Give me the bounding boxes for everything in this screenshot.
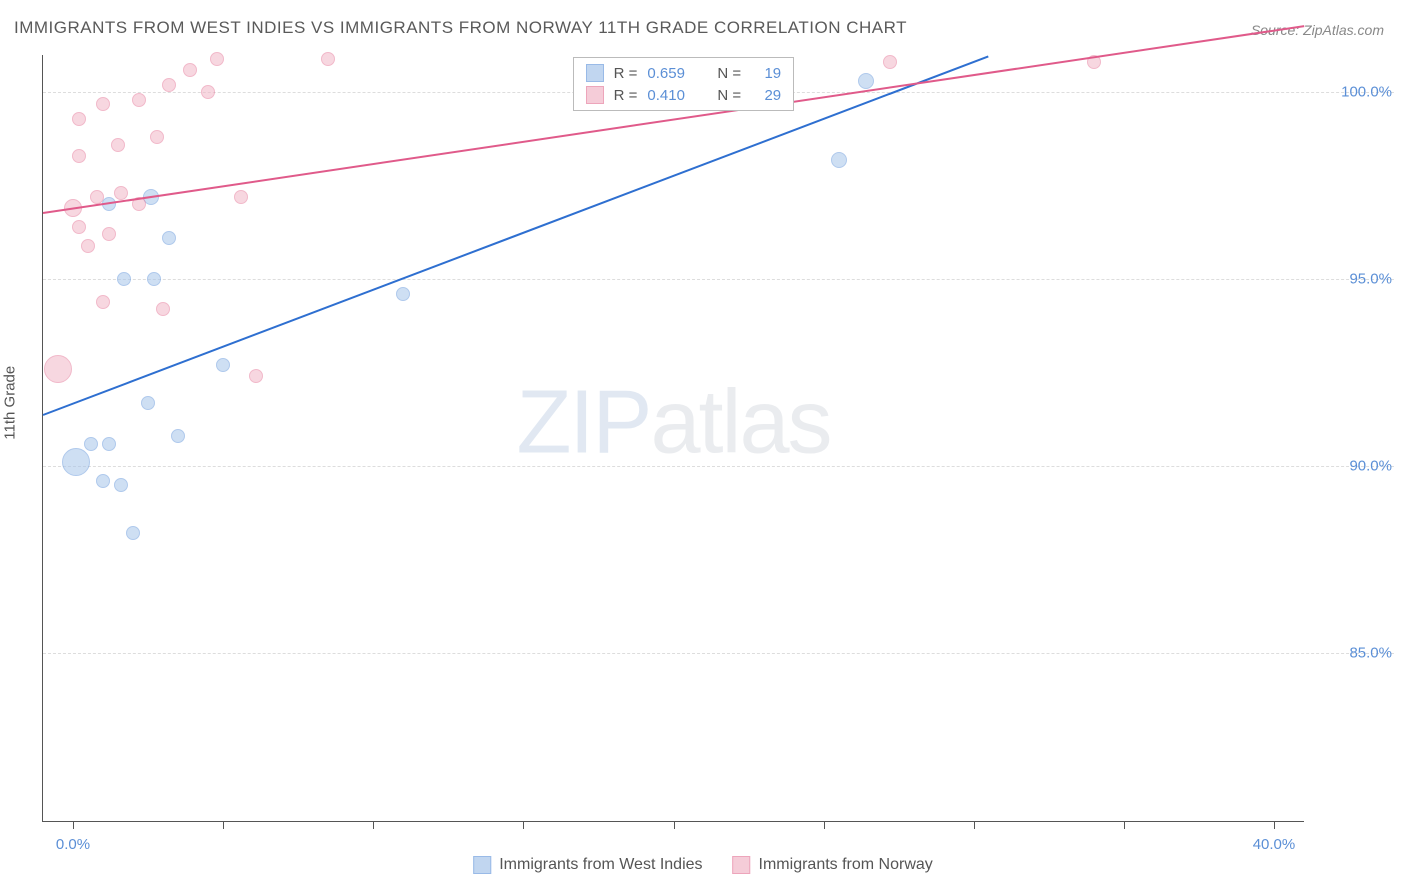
series-legend: Immigrants from West Indies Immigrants fr… [473, 856, 933, 874]
data-point [210, 52, 224, 66]
data-point [162, 78, 176, 92]
data-point [102, 227, 116, 241]
data-point [141, 396, 155, 410]
r-label: R = [614, 65, 638, 82]
x-tick [674, 821, 675, 829]
gridline [43, 653, 1394, 654]
n-value: 29 [751, 87, 781, 104]
legend-row: R = 0.659 N = 19 [586, 62, 782, 84]
data-point [102, 437, 116, 451]
x-tick [223, 821, 224, 829]
legend-row: R = 0.410 N = 29 [586, 84, 782, 106]
data-point [114, 186, 128, 200]
chart-title: IMMIGRANTS FROM WEST INDIES VS IMMIGRANT… [14, 18, 907, 38]
x-tick [974, 821, 975, 829]
legend-label: Immigrants from Norway [759, 856, 933, 874]
data-point [183, 63, 197, 77]
legend-swatch [733, 856, 751, 874]
data-point [132, 93, 146, 107]
data-point [216, 358, 230, 372]
data-point [96, 295, 110, 309]
data-point [234, 190, 248, 204]
r-value: 0.659 [647, 65, 697, 82]
data-point [249, 369, 263, 383]
data-point [321, 52, 335, 66]
data-point [156, 302, 170, 316]
data-point [96, 97, 110, 111]
x-tick [1124, 821, 1125, 829]
plot-area: ZIPatlas R =0.659N =19R =0.410N =29 100.… [42, 55, 1304, 822]
data-point [126, 526, 140, 540]
data-point [883, 55, 897, 69]
data-point [114, 478, 128, 492]
trend-line [43, 55, 989, 416]
r-value: 0.410 [647, 87, 697, 104]
watermark: ZIPatlas [516, 371, 830, 474]
x-tick-label: 40.0% [1253, 836, 1296, 853]
watermark-atlas: atlas [650, 372, 830, 472]
x-tick [824, 821, 825, 829]
data-point [96, 474, 110, 488]
data-point [72, 149, 86, 163]
legend-swatch [473, 856, 491, 874]
legend-label: Immigrants from West Indies [499, 856, 702, 874]
data-point [44, 355, 72, 383]
data-point [147, 272, 161, 286]
legend-item: Immigrants from West Indies [473, 856, 702, 874]
y-tick-label: 95.0% [1312, 271, 1392, 288]
data-point [90, 190, 104, 204]
legend-swatch [586, 86, 604, 104]
y-tick-label: 90.0% [1312, 458, 1392, 475]
n-value: 19 [751, 65, 781, 82]
data-point [72, 112, 86, 126]
x-tick [523, 821, 524, 829]
data-point [858, 73, 874, 89]
legend-item: Immigrants from Norway [733, 856, 933, 874]
x-tick [73, 821, 74, 829]
data-point [201, 85, 215, 99]
data-point [84, 437, 98, 451]
gridline [43, 466, 1394, 467]
data-point [150, 130, 164, 144]
y-axis-label: 11th Grade [2, 366, 19, 440]
n-label: N = [717, 87, 741, 104]
x-tick [1274, 821, 1275, 829]
data-point [117, 272, 131, 286]
data-point [81, 239, 95, 253]
data-point [171, 429, 185, 443]
data-point [72, 220, 86, 234]
data-point [396, 287, 410, 301]
n-label: N = [717, 65, 741, 82]
data-point [111, 138, 125, 152]
correlation-legend: R = 0.659 N = 19 R = 0.410 N = 29 [573, 57, 795, 111]
trend-line [43, 25, 1304, 214]
data-point [831, 152, 847, 168]
data-point [162, 231, 176, 245]
watermark-zip: ZIP [516, 372, 650, 472]
gridline [43, 279, 1394, 280]
x-tick [373, 821, 374, 829]
y-tick-label: 85.0% [1312, 644, 1392, 661]
source-name: ZipAtlas.com [1303, 22, 1384, 38]
x-tick-label: 0.0% [56, 836, 90, 853]
data-point [62, 448, 90, 476]
legend-swatch [586, 64, 604, 82]
r-label: R = [614, 87, 638, 104]
y-tick-label: 100.0% [1312, 84, 1392, 101]
